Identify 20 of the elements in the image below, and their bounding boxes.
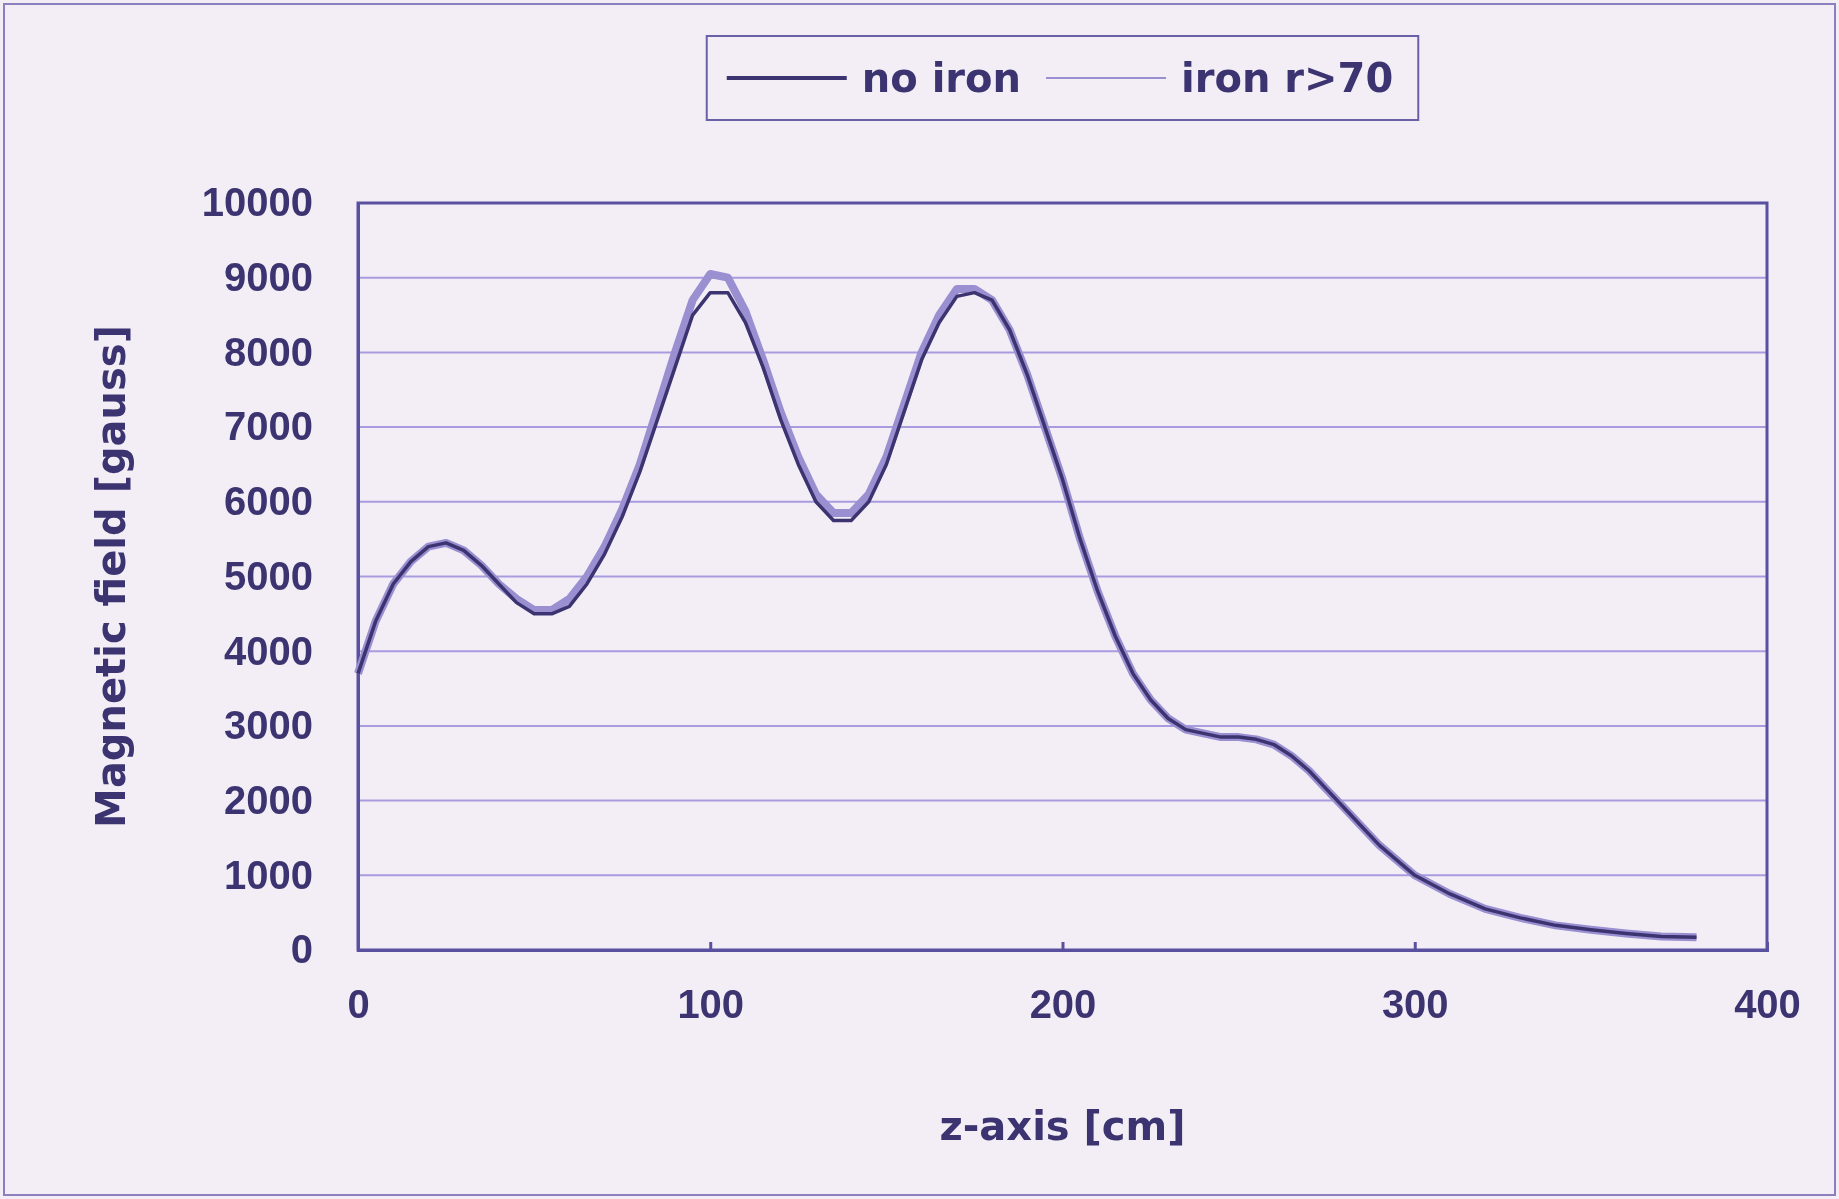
x-tick-label: 200 bbox=[1029, 982, 1097, 1027]
x-tick-label: 400 bbox=[1734, 982, 1801, 1027]
y-tick-label: 10000 bbox=[201, 180, 313, 225]
y-tick-label: 8000 bbox=[224, 329, 313, 374]
y-tick-label: 5000 bbox=[224, 553, 313, 598]
y-tick-label: 0 bbox=[290, 927, 313, 972]
y-tick-label: 6000 bbox=[224, 479, 313, 524]
x-tick-label: 0 bbox=[347, 982, 370, 1027]
y-tick-label: 7000 bbox=[224, 404, 313, 449]
y-axis-title: Magnetic field [gauss] bbox=[88, 325, 134, 828]
y-tick-label: 4000 bbox=[224, 628, 313, 673]
y-tick-label: 2000 bbox=[224, 777, 313, 822]
y-tick-label: 3000 bbox=[224, 703, 313, 748]
x-tick-label: 300 bbox=[1381, 982, 1449, 1027]
x-axis-title: z-axis [cm] bbox=[939, 1103, 1186, 1149]
legend-label: iron r>70 bbox=[1181, 55, 1394, 101]
x-tick-label: 100 bbox=[677, 982, 745, 1027]
y-tick-label: 1000 bbox=[224, 852, 313, 897]
legend-label: no iron bbox=[861, 55, 1022, 101]
y-tick-label: 9000 bbox=[224, 255, 313, 299]
